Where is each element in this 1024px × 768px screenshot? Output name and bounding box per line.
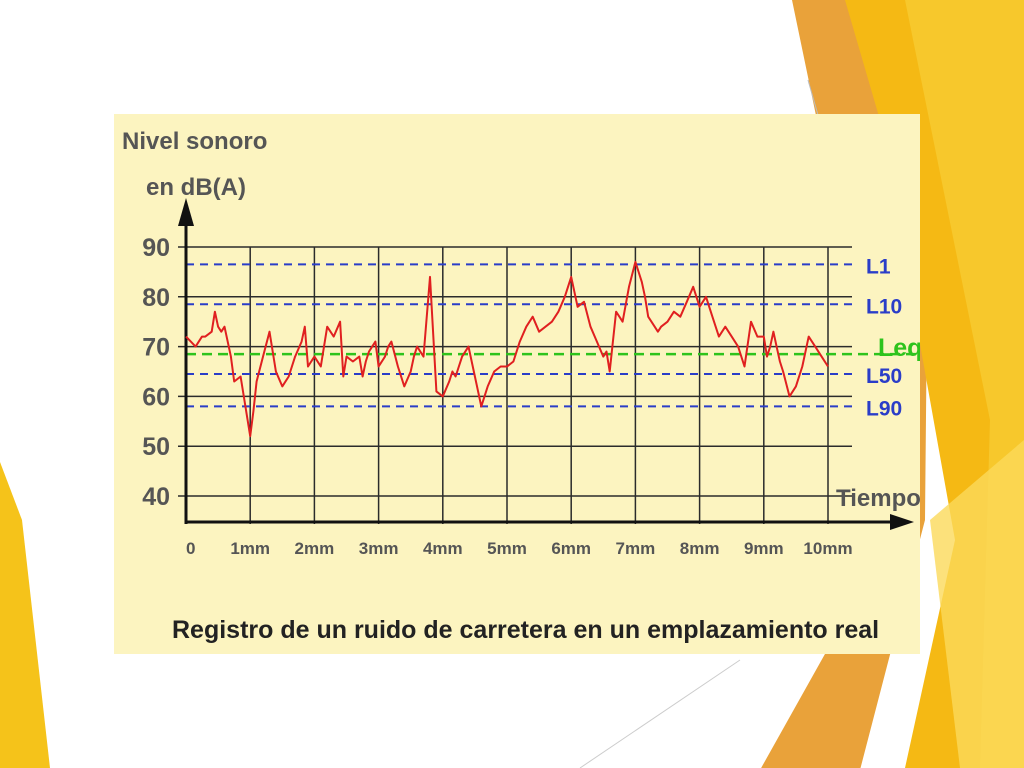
x-tick-label: 10mm [803, 539, 852, 558]
reference-line-label: L50 [866, 365, 902, 388]
y-axis-label-line-2: en dB(A) [146, 174, 246, 201]
y-tick-label: 80 [142, 284, 170, 312]
x-tick-label: 2mm [295, 539, 335, 558]
x-tick-label: 9mm [744, 539, 784, 558]
noise-level-chart: 40 50 60 70 80 90 0 1mm 2mm 3mm 4mm 5mm 6mm 7mm 8mm 9mm… [142, 198, 920, 558]
y-tick-label: 90 [142, 234, 170, 262]
reference-lines [186, 263, 920, 408]
reference-line-label: L10 [866, 295, 902, 318]
decor-shape [0, 462, 50, 768]
x-tick-label: 0 [186, 539, 195, 558]
decor-shape [930, 440, 1024, 768]
x-tick-label: 4mm [423, 539, 463, 558]
x-tick-label: 7mm [616, 539, 656, 558]
chart-panel: Nivel sonoro en dB(A) 40 50 60 70 80 90 0 1mm 2m… [114, 114, 920, 654]
grid [178, 246, 852, 524]
decor-line [807, 79, 819, 116]
x-axis-label: Tiempo [836, 485, 920, 512]
reference-line-label: L1 [866, 255, 891, 278]
noise-level-series [185, 260, 829, 438]
y-tick-label: 40 [142, 483, 170, 511]
series [185, 260, 829, 438]
y-tick-label: 50 [142, 433, 170, 461]
y-axis-label-line-1: Nivel sonoro [122, 128, 268, 155]
axes [178, 198, 914, 530]
chart-title: Registro de un ruido de carretera en un … [172, 616, 880, 644]
reference-line-label: L90 [866, 397, 902, 420]
x-tick-label: 5mm [487, 539, 527, 558]
y-tick-label: 60 [142, 383, 170, 411]
labels: 40 50 60 70 80 90 0 1mm 2mm 3mm 4mm 5mm 6mm 7mm 8mm 9mm… [142, 234, 920, 558]
y-tick-label: 70 [142, 334, 170, 362]
reference-line-label: Leq [878, 334, 920, 362]
decor-line [579, 659, 741, 768]
x-axis-arrow [890, 514, 914, 530]
x-tick-label: 3mm [359, 539, 399, 558]
x-tick-label: 6mm [551, 539, 591, 558]
x-tick-label: 8mm [680, 539, 720, 558]
y-axis-arrow [178, 198, 194, 226]
x-tick-label: 1mm [230, 539, 270, 558]
